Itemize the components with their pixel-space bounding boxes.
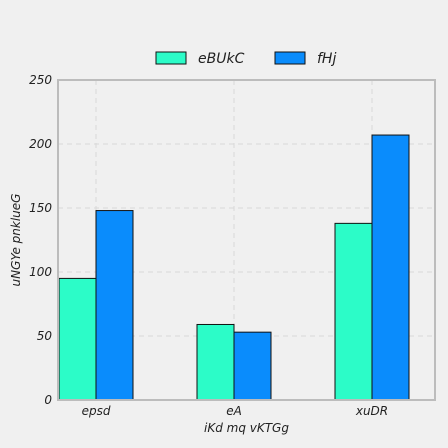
- legend-label: eBUkC: [198, 51, 245, 67]
- bar-eBUkC-xuDR: [334, 222, 373, 401]
- bar-fHj-epsd: [95, 210, 134, 401]
- x-tick-label: epsd: [82, 404, 111, 418]
- legend-swatch: [155, 51, 187, 65]
- bar-eBUkC-epsd: [58, 277, 97, 401]
- legend-item-eBUkC: eBUkC: [155, 51, 245, 67]
- chart-legend: eBUkC fHj: [155, 51, 336, 67]
- y-axis-ticks: 0 50 100 150 200 250: [29, 73, 52, 407]
- bar-eBUkC-eA: [196, 323, 235, 401]
- y-tick-label: 100: [29, 265, 52, 279]
- axes-frame: [57, 79, 436, 401]
- y-tick-label: 150: [29, 201, 52, 215]
- axes: [57, 79, 436, 401]
- bar-fHj-eA: [233, 331, 272, 401]
- y-tick-label: 200: [29, 137, 52, 151]
- x-axis-label: iKd mq vKTGg: [204, 421, 289, 435]
- legend-item-fHj: fHj: [274, 51, 336, 67]
- x-tick-label: xuDR: [355, 404, 388, 418]
- legend-label: fHj: [317, 51, 336, 67]
- x-tick-label: eA: [226, 404, 242, 418]
- y-tick-label: 250: [29, 73, 52, 87]
- bar-fHj-xuDR: [371, 134, 410, 401]
- y-axis-label: uNGYe pnklueG: [9, 194, 23, 287]
- x-axis-ticks: epsd eA xuDR: [82, 404, 389, 418]
- y-tick-label: 0: [44, 393, 52, 407]
- bars: [58, 134, 410, 401]
- y-tick-label: 50: [37, 329, 53, 343]
- legend-swatch: [274, 51, 306, 65]
